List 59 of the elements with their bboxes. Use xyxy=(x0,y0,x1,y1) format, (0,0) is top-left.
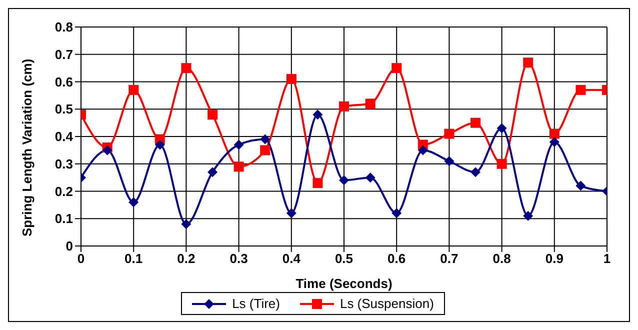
x-tick-label: 0.8 xyxy=(492,251,511,266)
point xyxy=(286,74,296,84)
y-tick-label: 0.2 xyxy=(54,184,73,199)
point xyxy=(496,158,507,169)
point xyxy=(576,180,586,191)
point xyxy=(154,140,165,150)
point xyxy=(549,136,560,147)
x-tick-label: 0 xyxy=(77,251,85,266)
legend-label: Ls (Tire) xyxy=(231,296,280,311)
y-axis-title: Spring Length Variation (cm) xyxy=(20,58,35,236)
point xyxy=(444,128,454,139)
x-tick-label: 0.3 xyxy=(230,251,248,266)
point xyxy=(181,219,192,230)
y-tick-label: 0.1 xyxy=(54,211,73,226)
point xyxy=(128,84,139,95)
point xyxy=(181,63,192,74)
x-tick-label: 0.1 xyxy=(124,251,143,266)
y-tick-label: 0.6 xyxy=(54,74,73,90)
x-tick-label: 0.2 xyxy=(177,251,196,266)
y-tick-label: 0.7 xyxy=(54,46,73,62)
x-tick-label: 1 xyxy=(603,251,611,266)
point xyxy=(470,167,480,178)
point xyxy=(312,110,323,120)
point xyxy=(208,167,218,178)
x-tick-label: 0.5 xyxy=(334,251,354,266)
y-tick-label: 0.8 xyxy=(54,20,73,35)
point xyxy=(312,178,323,188)
point xyxy=(260,134,270,144)
point xyxy=(576,84,586,95)
y-tick-label: 0.5 xyxy=(54,102,73,117)
point xyxy=(444,156,454,166)
point xyxy=(286,208,296,218)
point xyxy=(102,145,112,156)
x-tick-label: 0.6 xyxy=(388,251,406,266)
point xyxy=(234,140,244,150)
x-tick-label: 0.4 xyxy=(282,251,302,266)
point xyxy=(339,101,349,112)
point xyxy=(392,208,402,218)
y-tick-label: 0.4 xyxy=(54,129,74,144)
x-axis-title: Time (Seconds) xyxy=(296,276,392,291)
point xyxy=(470,118,480,128)
point xyxy=(128,197,139,208)
point xyxy=(392,63,402,74)
point xyxy=(260,145,270,156)
point xyxy=(365,98,376,109)
point xyxy=(549,128,560,139)
x-tick-label: 0.9 xyxy=(545,251,564,266)
point xyxy=(234,162,244,172)
x-tick-label: 0.7 xyxy=(440,251,458,266)
point xyxy=(208,110,218,120)
point xyxy=(365,172,376,183)
point xyxy=(523,210,534,221)
y-tick-label: 0.3 xyxy=(54,156,73,172)
legend-label: Ls (Suspension) xyxy=(338,296,434,311)
point xyxy=(496,123,507,134)
point xyxy=(339,175,349,186)
y-tick-label: 0 xyxy=(66,238,73,254)
point xyxy=(523,58,534,68)
point xyxy=(418,145,428,156)
